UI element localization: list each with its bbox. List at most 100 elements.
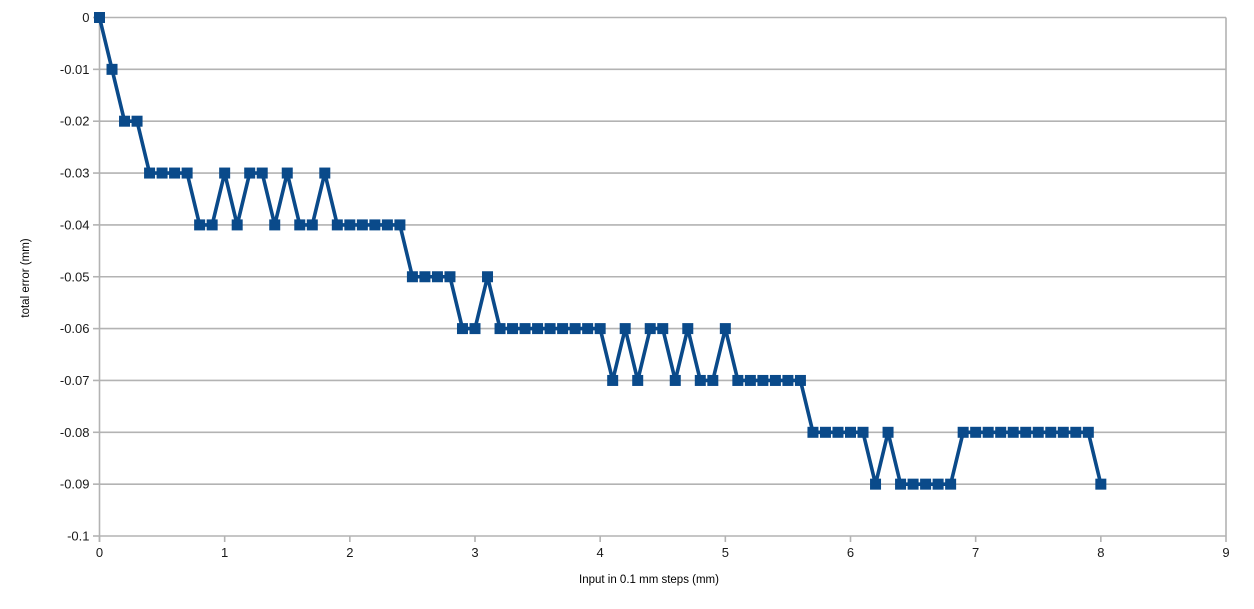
data-point-marker: [131, 115, 143, 127]
data-point-marker: [206, 219, 218, 231]
y-tick-label: -0.09: [60, 477, 90, 492]
x-tick-label: 6: [847, 545, 854, 560]
data-point-marker: [419, 271, 431, 283]
data-point-marker: [995, 426, 1007, 438]
data-point-marker: [557, 323, 569, 335]
data-point-marker: [945, 478, 957, 490]
data-point-marker: [456, 323, 468, 335]
data-point-marker: [907, 478, 919, 490]
data-point-marker: [119, 115, 131, 127]
data-point-marker: [832, 426, 844, 438]
y-tick-label: -0.04: [60, 217, 90, 232]
data-point-marker: [381, 219, 393, 231]
data-point-marker: [306, 219, 318, 231]
data-point-marker: [594, 323, 606, 335]
data-point-marker: [1032, 426, 1044, 438]
data-point-marker: [294, 219, 306, 231]
data-point-marker: [256, 167, 268, 179]
data-point-marker: [1045, 426, 1057, 438]
data-point-marker: [331, 219, 343, 231]
data-point-marker: [707, 374, 719, 386]
data-point-marker: [845, 426, 856, 438]
data-point-marker: [1070, 426, 1082, 438]
data-point-marker: [769, 374, 781, 386]
data-point-marker: [181, 167, 193, 179]
data-point-marker: [895, 478, 907, 490]
data-point-marker: [644, 323, 656, 335]
y-tick-label: -0.1: [67, 529, 89, 544]
data-point-marker: [344, 219, 356, 231]
y-axis-title: total error (mm): [20, 238, 32, 318]
data-point-marker: [782, 374, 794, 386]
data-point-marker: [1057, 426, 1069, 438]
data-line: [97, 17, 1103, 486]
data-point-marker: [1095, 478, 1107, 490]
y-tick-label: -0.08: [60, 425, 90, 440]
data-point-marker: [607, 374, 619, 386]
data-point-marker: [857, 426, 869, 438]
data-point-marker: [319, 167, 331, 179]
data-point-marker: [194, 219, 206, 231]
x-tick-label: 5: [722, 545, 729, 560]
data-point-marker: [619, 323, 631, 335]
data-point-marker: [632, 374, 644, 386]
data-point-marker: [1082, 426, 1094, 438]
data-point-marker: [1007, 426, 1019, 438]
y-tick-label: 0: [82, 10, 89, 25]
data-point-marker: [932, 478, 944, 490]
y-tick-label: -0.06: [60, 321, 90, 336]
y-tick-label: -0.02: [60, 114, 90, 129]
data-point-marker: [657, 323, 669, 335]
data-point-marker: [106, 63, 118, 75]
data-point-marker: [244, 167, 256, 179]
data-point-marker: [582, 323, 594, 335]
data-point-marker: [870, 478, 882, 490]
data-point-marker: [1020, 426, 1032, 438]
y-tick-label: -0.01: [60, 62, 90, 77]
data-point-marker: [406, 271, 418, 283]
data-point-marker: [156, 167, 168, 179]
data-point-marker: [807, 426, 819, 438]
data-point-marker: [694, 374, 706, 386]
x-tick-label: 2: [346, 545, 353, 560]
data-point-marker: [744, 374, 756, 386]
data-point-marker: [356, 219, 368, 231]
data-point-marker: [494, 323, 506, 335]
x-axis-title: Input in 0.1 mm steps (mm): [579, 574, 719, 586]
data-point-marker: [469, 323, 481, 335]
data-point-marker: [369, 219, 381, 231]
data-point-marker: [957, 426, 969, 438]
data-point-marker: [682, 323, 694, 335]
data-point-marker: [431, 271, 443, 283]
x-tick-label: 1: [221, 545, 228, 560]
x-tick-label: 4: [597, 545, 604, 560]
data-point-marker: [719, 323, 731, 335]
data-point-marker: [819, 426, 831, 438]
data-point-marker: [732, 374, 744, 386]
data-point-marker: [144, 167, 156, 179]
data-point-marker: [982, 426, 994, 438]
x-tick-label: 3: [471, 545, 478, 560]
data-point-marker: [94, 12, 105, 23]
data-point-marker: [482, 271, 494, 283]
data-point-marker: [231, 219, 243, 231]
x-tick-label: 7: [972, 545, 979, 560]
data-point-marker: [794, 374, 806, 386]
x-tick-label: 0: [96, 545, 103, 560]
data-point-marker: [219, 167, 231, 179]
data-point-marker: [269, 219, 281, 231]
y-tick-label: -0.05: [60, 269, 90, 284]
data-point-marker: [920, 478, 932, 490]
data-point-marker: [519, 323, 531, 335]
data-point-marker: [444, 271, 456, 283]
data-point-marker: [169, 167, 181, 179]
y-tick-label: -0.07: [60, 373, 90, 388]
data-point-marker: [507, 323, 519, 335]
x-tick-label: 8: [1097, 545, 1104, 560]
data-point-marker: [970, 426, 982, 438]
data-point-marker: [757, 374, 769, 386]
x-tick-label: 9: [1222, 545, 1229, 560]
y-tick-label: -0.03: [60, 166, 90, 181]
